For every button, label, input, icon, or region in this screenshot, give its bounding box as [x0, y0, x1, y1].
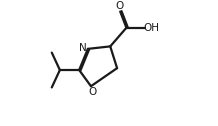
Text: O: O [88, 87, 96, 97]
Text: N: N [79, 43, 87, 53]
Text: OH: OH [143, 23, 159, 33]
Text: O: O [116, 1, 124, 11]
